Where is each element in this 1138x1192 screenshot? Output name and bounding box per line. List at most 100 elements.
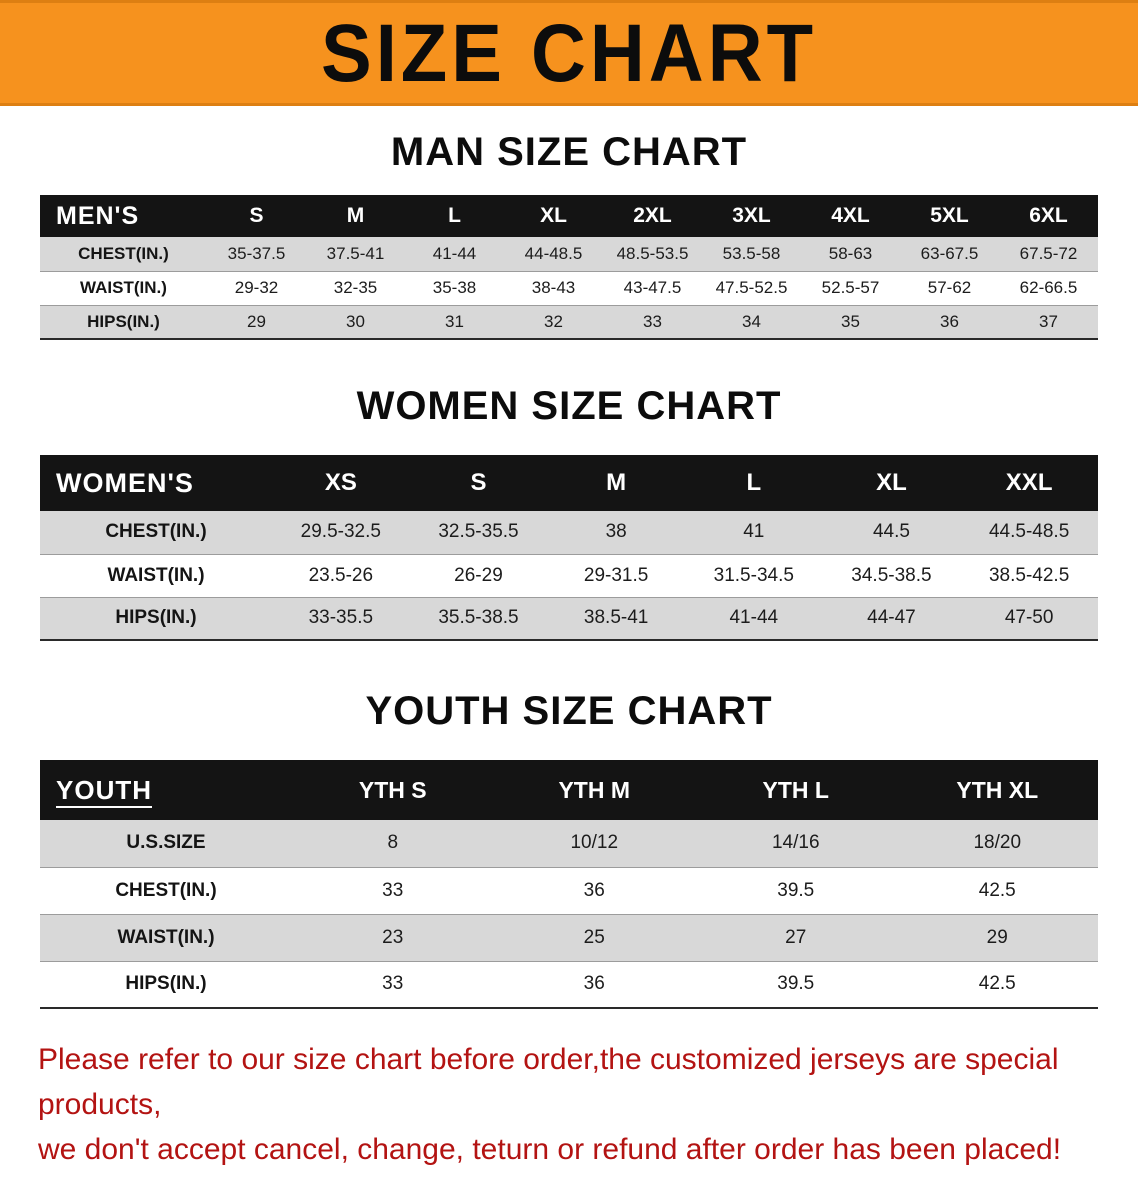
- size-column-header: 6XL: [999, 195, 1098, 237]
- size-value-cell: 57-62: [900, 271, 999, 306]
- table-row: HIPS(IN.) 33-35.5 35.5-38.5 38.5-41 41-44 44-…: [40, 597, 1098, 641]
- men-size-table: MEN'S S M L XL 2XL 3XL 4XL 5XL 6XL CHEST(IN.) 35-37…: [40, 195, 1098, 340]
- table-corner-label: YOUTH: [40, 760, 292, 820]
- size-column-header: XS: [272, 455, 410, 511]
- size-value-cell: 32: [504, 305, 603, 340]
- size-value-cell: 41-44: [684, 597, 823, 641]
- size-value-cell: 29.5-32.5: [272, 511, 410, 555]
- size-value-cell: 44.5: [822, 511, 961, 555]
- size-column-header: S: [207, 195, 306, 237]
- order-disclaimer: Please refer to our size chart before or…: [38, 1037, 1100, 1172]
- size-value-cell: 38.5-42.5: [960, 554, 1098, 598]
- size-value-cell: 34: [702, 305, 801, 340]
- youth-size-section: YOUTH SIZE CHART YOUTH YTH S YTH M YTH L YTH…: [0, 689, 1138, 1009]
- size-column-header: S: [409, 455, 548, 511]
- size-column-header: XL: [822, 455, 961, 511]
- size-column-header: XL: [504, 195, 603, 237]
- men-size-section: MAN SIZE CHART MEN'S S M L XL 2XL 3XL 4XL 5XL 6XL…: [0, 130, 1138, 340]
- size-value-cell: 44-48.5: [504, 237, 603, 272]
- size-value-cell: 33: [292, 961, 494, 1009]
- size-value-cell: 36: [900, 305, 999, 340]
- size-column-header: L: [405, 195, 504, 237]
- measurement-label: WAIST(IN.): [40, 554, 272, 598]
- men-section-heading: MAN SIZE CHART: [390, 130, 748, 174]
- size-value-cell: 33-35.5: [272, 597, 410, 641]
- size-column-header: YTH L: [695, 760, 897, 820]
- table-row: U.S.SIZE 8 10/12 14/16 18/20: [40, 820, 1098, 868]
- youth-size-table: YOUTH YTH S YTH M YTH L YTH XL U.S.SIZE 8 10/12…: [40, 760, 1098, 1009]
- size-value-cell: 23: [292, 914, 494, 962]
- size-column-header: L: [684, 455, 823, 511]
- banner-title: SIZE CHART: [321, 7, 817, 99]
- size-value-cell: 29: [896, 914, 1098, 962]
- size-value-cell: 35: [801, 305, 900, 340]
- size-value-cell: 41: [684, 511, 823, 555]
- size-value-cell: 34.5-38.5: [822, 554, 961, 598]
- size-value-cell: 44-47: [822, 597, 961, 641]
- size-value-cell: 44.5-48.5: [960, 511, 1098, 555]
- table-row: CHEST(IN.) 33 36 39.5 42.5: [40, 867, 1098, 915]
- size-value-cell: 18/20: [896, 820, 1098, 868]
- size-value-cell: 8: [292, 820, 494, 868]
- size-column-header: 3XL: [702, 195, 801, 237]
- table-header-row: MEN'S S M L XL 2XL 3XL 4XL 5XL 6XL: [40, 195, 1098, 237]
- table-corner-label: WOMEN'S: [40, 455, 272, 511]
- measurement-label: CHEST(IN.): [40, 237, 207, 272]
- size-column-header: 2XL: [603, 195, 702, 237]
- size-value-cell: 31: [405, 305, 504, 340]
- size-value-cell: 53.5-58: [702, 237, 801, 272]
- size-column-header: YTH S: [292, 760, 494, 820]
- size-value-cell: 42.5: [896, 961, 1098, 1009]
- size-column-header: YTH M: [493, 760, 695, 820]
- size-value-cell: 25: [493, 914, 695, 962]
- women-size-section: WOMEN SIZE CHART WOMEN'S XS S M L XL XXL CHEST(…: [0, 384, 1138, 641]
- women-section-heading: WOMEN SIZE CHART: [356, 384, 782, 428]
- size-value-cell: 29: [207, 305, 306, 340]
- size-value-cell: 32-35: [306, 271, 405, 306]
- size-column-header: YTH XL: [896, 760, 1098, 820]
- size-value-cell: 29-32: [207, 271, 306, 306]
- measurement-label: CHEST(IN.): [40, 867, 292, 915]
- size-value-cell: 47-50: [960, 597, 1098, 641]
- size-value-cell: 37: [999, 305, 1098, 340]
- size-value-cell: 38-43: [504, 271, 603, 306]
- size-value-cell: 27: [695, 914, 897, 962]
- measurement-label: WAIST(IN.): [40, 271, 207, 306]
- size-column-header: XXL: [960, 455, 1098, 511]
- size-value-cell: 52.5-57: [801, 271, 900, 306]
- size-column-header: 4XL: [801, 195, 900, 237]
- size-value-cell: 43-47.5: [603, 271, 702, 306]
- size-chart-banner: SIZE CHART: [0, 0, 1138, 106]
- size-value-cell: 30: [306, 305, 405, 340]
- table-row: WAIST(IN.) 29-32 32-35 35-38 38-43 43-47.5 47.…: [40, 271, 1098, 306]
- measurement-label: CHEST(IN.): [40, 511, 272, 555]
- size-value-cell: 39.5: [695, 961, 897, 1009]
- size-value-cell: 33: [292, 867, 494, 915]
- disclaimer-line-2: we don't accept cancel, change, teturn o…: [38, 1133, 1062, 1166]
- youth-section-heading: YOUTH SIZE CHART: [365, 689, 773, 733]
- size-column-header: 5XL: [900, 195, 999, 237]
- measurement-label: U.S.SIZE: [40, 820, 292, 868]
- disclaimer-line-1: Please refer to our size chart before or…: [38, 1043, 1059, 1121]
- size-value-cell: 36: [493, 961, 695, 1009]
- size-value-cell: 26-29: [409, 554, 548, 598]
- size-value-cell: 38.5-41: [547, 597, 685, 641]
- size-value-cell: 31.5-34.5: [684, 554, 823, 598]
- table-row: HIPS(IN.) 33 36 39.5 42.5: [40, 961, 1098, 1009]
- measurement-label: HIPS(IN.): [40, 961, 292, 1009]
- table-row: HIPS(IN.) 29 30 31 32 33 34 35 36 37: [40, 305, 1098, 340]
- measurement-label: HIPS(IN.): [40, 597, 272, 641]
- table-row: CHEST(IN.) 29.5-32.5 32.5-35.5 38 41 44.5 44.5…: [40, 511, 1098, 555]
- size-value-cell: 14/16: [695, 820, 897, 868]
- table-row: WAIST(IN.) 23 25 27 29: [40, 914, 1098, 962]
- size-value-cell: 35.5-38.5: [409, 597, 548, 641]
- size-value-cell: 62-66.5: [999, 271, 1098, 306]
- size-value-cell: 41-44: [405, 237, 504, 272]
- table-row: WAIST(IN.) 23.5-26 26-29 29-31.5 31.5-34.5 34…: [40, 554, 1098, 598]
- table-header-row: WOMEN'S XS S M L XL XXL: [40, 455, 1098, 511]
- women-size-table: WOMEN'S XS S M L XL XXL CHEST(IN.) 29.5-32.5 32.5…: [40, 455, 1098, 641]
- size-value-cell: 35-38: [405, 271, 504, 306]
- table-header-row: YOUTH YTH S YTH M YTH L YTH XL: [40, 760, 1098, 820]
- size-value-cell: 36: [493, 867, 695, 915]
- size-column-header: M: [547, 455, 685, 511]
